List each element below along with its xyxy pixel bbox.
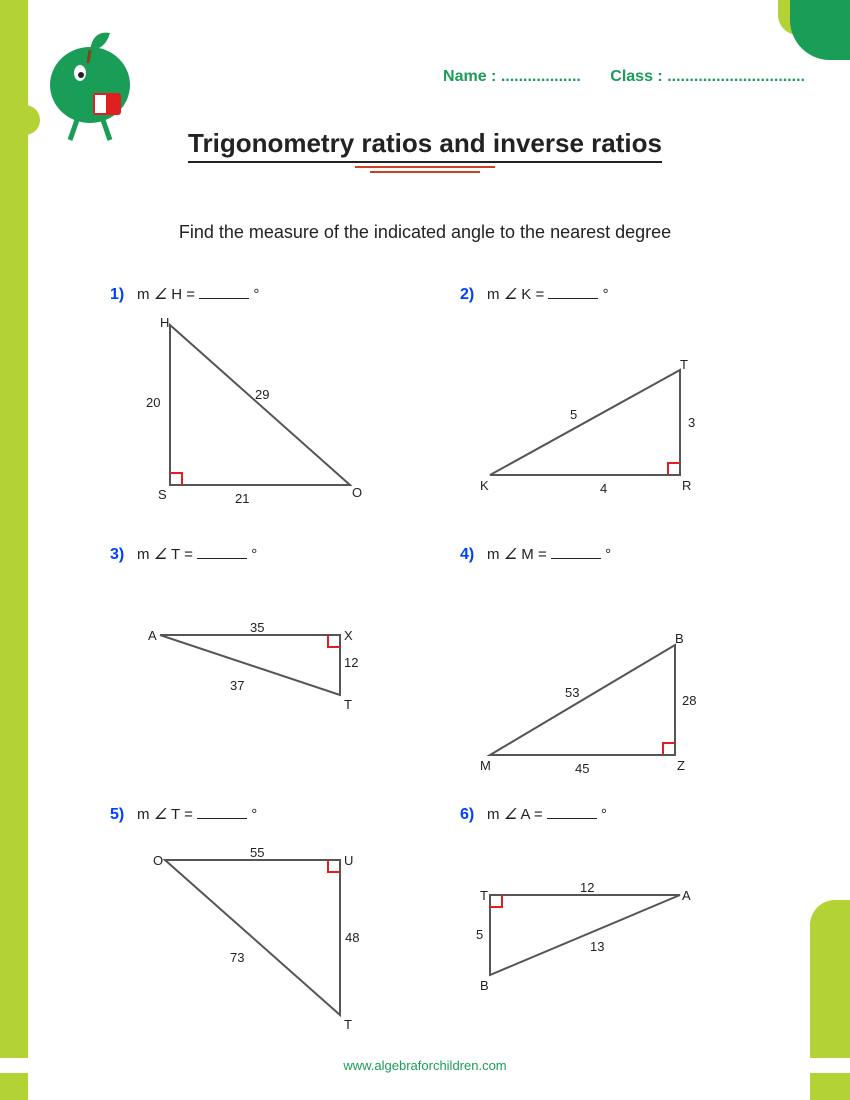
title-underline (355, 166, 495, 168)
footer-text: www.algebraforchildren.com (0, 1058, 850, 1073)
class-field: Class : ............................... (610, 68, 805, 85)
side-label: 45 (575, 761, 589, 776)
triangle-diagram: O U T 55 48 73 (130, 835, 390, 1035)
side-label: 13 (590, 939, 604, 954)
side-label: 73 (230, 950, 244, 965)
vertex-label: R (682, 478, 691, 493)
problem-number: 3) (110, 546, 124, 563)
triangle-diagram: T K R 5 3 4 (480, 315, 740, 515)
problem-text: m ∠ T = ° (129, 546, 258, 563)
side-label: 29 (255, 387, 269, 402)
vertex-label: S (158, 487, 167, 502)
triangle-diagram: H S O 20 21 29 (130, 315, 390, 515)
problem-text: m ∠ A = ° (479, 806, 607, 823)
vertex-label: T (480, 888, 488, 903)
problem-number: 5) (110, 806, 124, 823)
problem-text: m ∠ T = ° (129, 806, 258, 823)
side-label: 35 (250, 620, 264, 635)
problem: 6) m ∠ A = ° T A B 12 5 13 (460, 805, 810, 1045)
side-label: 5 (476, 927, 483, 942)
vertex-label: O (153, 853, 163, 868)
title-block: Trigonometry ratios and inverse ratios (0, 128, 850, 173)
side-label: 55 (250, 845, 264, 860)
side-label: 48 (345, 930, 359, 945)
vertex-label: T (344, 697, 352, 712)
title-underline-short (370, 171, 480, 173)
triangle-diagram: A X T 35 12 37 (130, 575, 390, 775)
problem: 2) m ∠ K = ° T K R 5 3 4 (460, 285, 810, 525)
page-title: Trigonometry ratios and inverse ratios (188, 128, 662, 163)
decor-top-green (790, 0, 850, 60)
instruction-text: Find the measure of the indicated angle … (0, 222, 850, 243)
problem: 1) m ∠ H = ° H S O 20 21 29 (110, 285, 460, 525)
vertex-label: B (675, 631, 684, 646)
side-label: 12 (344, 655, 358, 670)
triangle-diagram: B M Z 53 28 45 (480, 575, 740, 775)
problem-grid: 1) m ∠ H = °HSO2021292) m ∠ K = °TKR5343… (110, 285, 810, 1045)
vertex-label: M (480, 758, 491, 773)
problem: 5) m ∠ T = ° O U T 55 48 73 (110, 805, 460, 1045)
problem-number: 6) (460, 806, 474, 823)
side-label: 3 (688, 415, 695, 430)
vertex-label: A (148, 628, 157, 643)
problem-text: m ∠ M = ° (479, 546, 611, 563)
name-field: Name : .................. (443, 68, 581, 85)
problem-text: m ∠ K = ° (479, 286, 609, 303)
side-label: 4 (600, 481, 607, 496)
triangle-diagram: TAB12513 (480, 835, 740, 1035)
header-fields: Name : .................. Class : ......… (418, 68, 805, 86)
vertex-label: O (352, 485, 362, 500)
side-label: 53 (565, 685, 579, 700)
mascot-apple-icon (35, 15, 145, 145)
problem-number: 4) (460, 546, 474, 563)
vertex-label: K (480, 478, 489, 493)
vertex-label: U (344, 853, 353, 868)
side-label: 37 (230, 678, 244, 693)
problem-number: 1) (110, 286, 124, 303)
side-label: 20 (146, 395, 160, 410)
vertex-label: A (682, 888, 691, 903)
vertex-label: B (480, 978, 489, 993)
problem: 4) m ∠ M = ° B M Z 53 28 45 (460, 545, 810, 785)
problem: 3) m ∠ T = ° A X T 35 12 37 (110, 545, 460, 785)
problem-number: 2) (460, 286, 474, 303)
side-label: 12 (580, 880, 594, 895)
side-label: 5 (570, 407, 577, 422)
vertex-label: X (344, 628, 353, 643)
vertex-label: T (680, 357, 688, 372)
vertex-label: Z (677, 758, 685, 773)
problem-text: m ∠ H = ° (129, 286, 260, 303)
side-label: 21 (235, 491, 249, 506)
vertex-label: H (160, 315, 169, 330)
side-label: 28 (682, 693, 696, 708)
vertex-label: T (344, 1017, 352, 1032)
